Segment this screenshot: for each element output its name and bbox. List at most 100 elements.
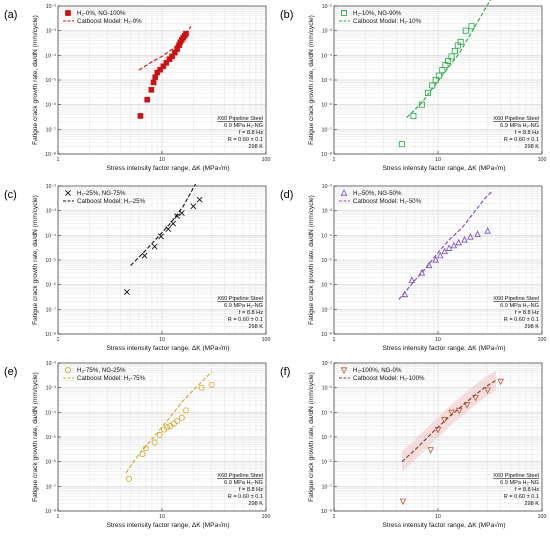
data-point	[439, 67, 446, 74]
data-point	[462, 27, 469, 34]
y-tick-label: 10⁻⁵	[321, 435, 332, 441]
data-point	[455, 238, 462, 246]
annotation-line: 298 K	[248, 501, 263, 507]
annotation-line: f = 8.8 Hz	[515, 130, 539, 136]
y-tick-label: 10⁻⁴	[45, 233, 56, 239]
data-point	[468, 23, 475, 30]
y-tick-label: 10⁻³	[46, 209, 57, 215]
y-tick-label: 10⁻⁴	[45, 410, 56, 416]
x-axis-label: Stress intensity factor range, ΔK (MPa√m…	[106, 164, 229, 172]
data-point	[340, 189, 348, 196]
y-axis-label: Fatigue crack growth rate, da/dN (mm/cyc…	[308, 372, 315, 502]
annotation-line: R = 0.60 ± 0.1	[504, 137, 539, 143]
data-point	[163, 59, 170, 66]
y-tick-label: 10⁻⁶	[321, 283, 332, 289]
data-point	[154, 69, 161, 76]
y-axis-label: Fatigue crack growth rate, da/dN (mm/cyc…	[32, 195, 39, 325]
data-point	[151, 243, 158, 250]
legend-label: H₂-10%, NG-90%	[353, 10, 402, 17]
y-tick-label: 10⁻⁷	[322, 484, 333, 490]
y-tick-label: 10⁻⁵	[321, 78, 332, 84]
series-model	[406, 0, 492, 118]
y-axis-label: Fatigue crack growth rate, da/dN (mm/cyc…	[32, 372, 39, 502]
y-tick-label: 10⁻²	[46, 184, 57, 190]
panel-c: 1 10 100 10⁻⁸ 10⁻⁷ 10⁻⁶ 10⁻⁵ 10⁻⁴ 10⁻³ 10⁻² Stress…	[4, 183, 271, 352]
annotation-line: R = 0.60 ± 0.1	[504, 494, 539, 500]
legend: H₂-50%, NG-50%Catboost Model: H₂-50%	[339, 189, 422, 205]
x-tick-label: 100	[538, 157, 547, 163]
annotation-line: 298 K	[524, 144, 539, 150]
data-point	[174, 417, 181, 424]
data-point	[124, 289, 130, 296]
data-point	[463, 402, 471, 409]
series-model	[125, 371, 213, 474]
data-point	[457, 38, 464, 45]
data-point	[164, 424, 171, 431]
y-tick-label: 10⁻⁶	[45, 103, 56, 109]
data-point	[169, 53, 175, 60]
data-point	[151, 439, 158, 446]
y-tick-label: 10⁻²	[322, 4, 333, 10]
x-axis-label: Stress intensity factor range, ΔK (MPa√m…	[106, 344, 229, 352]
legend: H₂-0%, NG-100%Catboost Model: H₂-0%	[63, 10, 142, 25]
data-point	[148, 87, 155, 93]
data-point	[150, 79, 157, 86]
series-model	[398, 191, 493, 300]
data-point	[450, 241, 458, 249]
series-model	[138, 26, 192, 71]
legend: H₂-25%, NG-75%Catboost Model: H₂-25%	[63, 190, 146, 205]
annotation-line: X60 Pipeline Steel	[217, 116, 263, 122]
y-tick-label: 10⁻⁵	[45, 435, 56, 441]
data-point	[427, 447, 434, 454]
y-tick-label: 10⁻⁷	[322, 307, 333, 313]
y-tick-label: 10⁻⁵	[45, 258, 56, 264]
x-tick-label: 10	[435, 337, 441, 343]
data-point	[451, 47, 458, 54]
y-tick-label: 10⁻²	[46, 4, 57, 10]
data-point	[190, 203, 197, 210]
y-tick-label: 10⁻⁷	[46, 484, 57, 490]
data-point	[174, 213, 181, 220]
x-tick-label: 10	[159, 157, 165, 163]
data-point	[399, 498, 407, 506]
data-point	[182, 407, 189, 414]
data-point	[484, 387, 491, 394]
annotation-line: 298 K	[248, 324, 263, 330]
data-point	[165, 226, 172, 232]
x-tick-label: 10	[435, 157, 441, 163]
x-tick-label: 10	[435, 514, 441, 520]
data-point	[65, 190, 71, 196]
y-tick-label: 10⁻⁶	[321, 460, 332, 466]
annotation-line: X60 Pipeline Steel	[493, 296, 539, 302]
data-point	[125, 475, 132, 482]
legend-label: H₂-25%, NG-75%	[77, 190, 126, 197]
y-tick-label: 10⁻⁵	[321, 258, 332, 264]
data-point	[497, 378, 504, 386]
legend-label: Catboost Model: H₂-25%	[77, 198, 146, 205]
y-tick-label: 10⁻⁴	[321, 410, 332, 416]
data-point	[467, 233, 474, 240]
model-line	[406, 0, 492, 118]
data-point	[461, 236, 468, 243]
legend-label: H₂-75%, NG-25%	[77, 367, 126, 374]
annotation-line: X60 Pipeline Steel	[493, 473, 539, 479]
data-point	[398, 141, 405, 148]
y-tick-label: 10⁻⁶	[321, 103, 332, 109]
model-line	[398, 191, 493, 300]
x-tick-label: 100	[262, 337, 271, 343]
model-line	[138, 26, 192, 71]
data-point	[418, 269, 426, 276]
model-line	[130, 183, 196, 266]
model-line	[401, 379, 497, 463]
series-experimental	[124, 196, 203, 296]
panel-e: 1 10 100 10⁻⁸ 10⁻⁷ 10⁻⁶ 10⁻⁵ 10⁻⁴ 10⁻³ 10⁻² Stress…	[4, 361, 270, 529]
legend-label: H₂-50%, NG-50%	[353, 190, 402, 197]
data-point	[170, 220, 177, 227]
annotation-line: f = 8.8 Hz	[515, 487, 539, 493]
y-tick-label: 10⁻³	[46, 386, 57, 392]
panel-label: (d)	[280, 189, 293, 201]
